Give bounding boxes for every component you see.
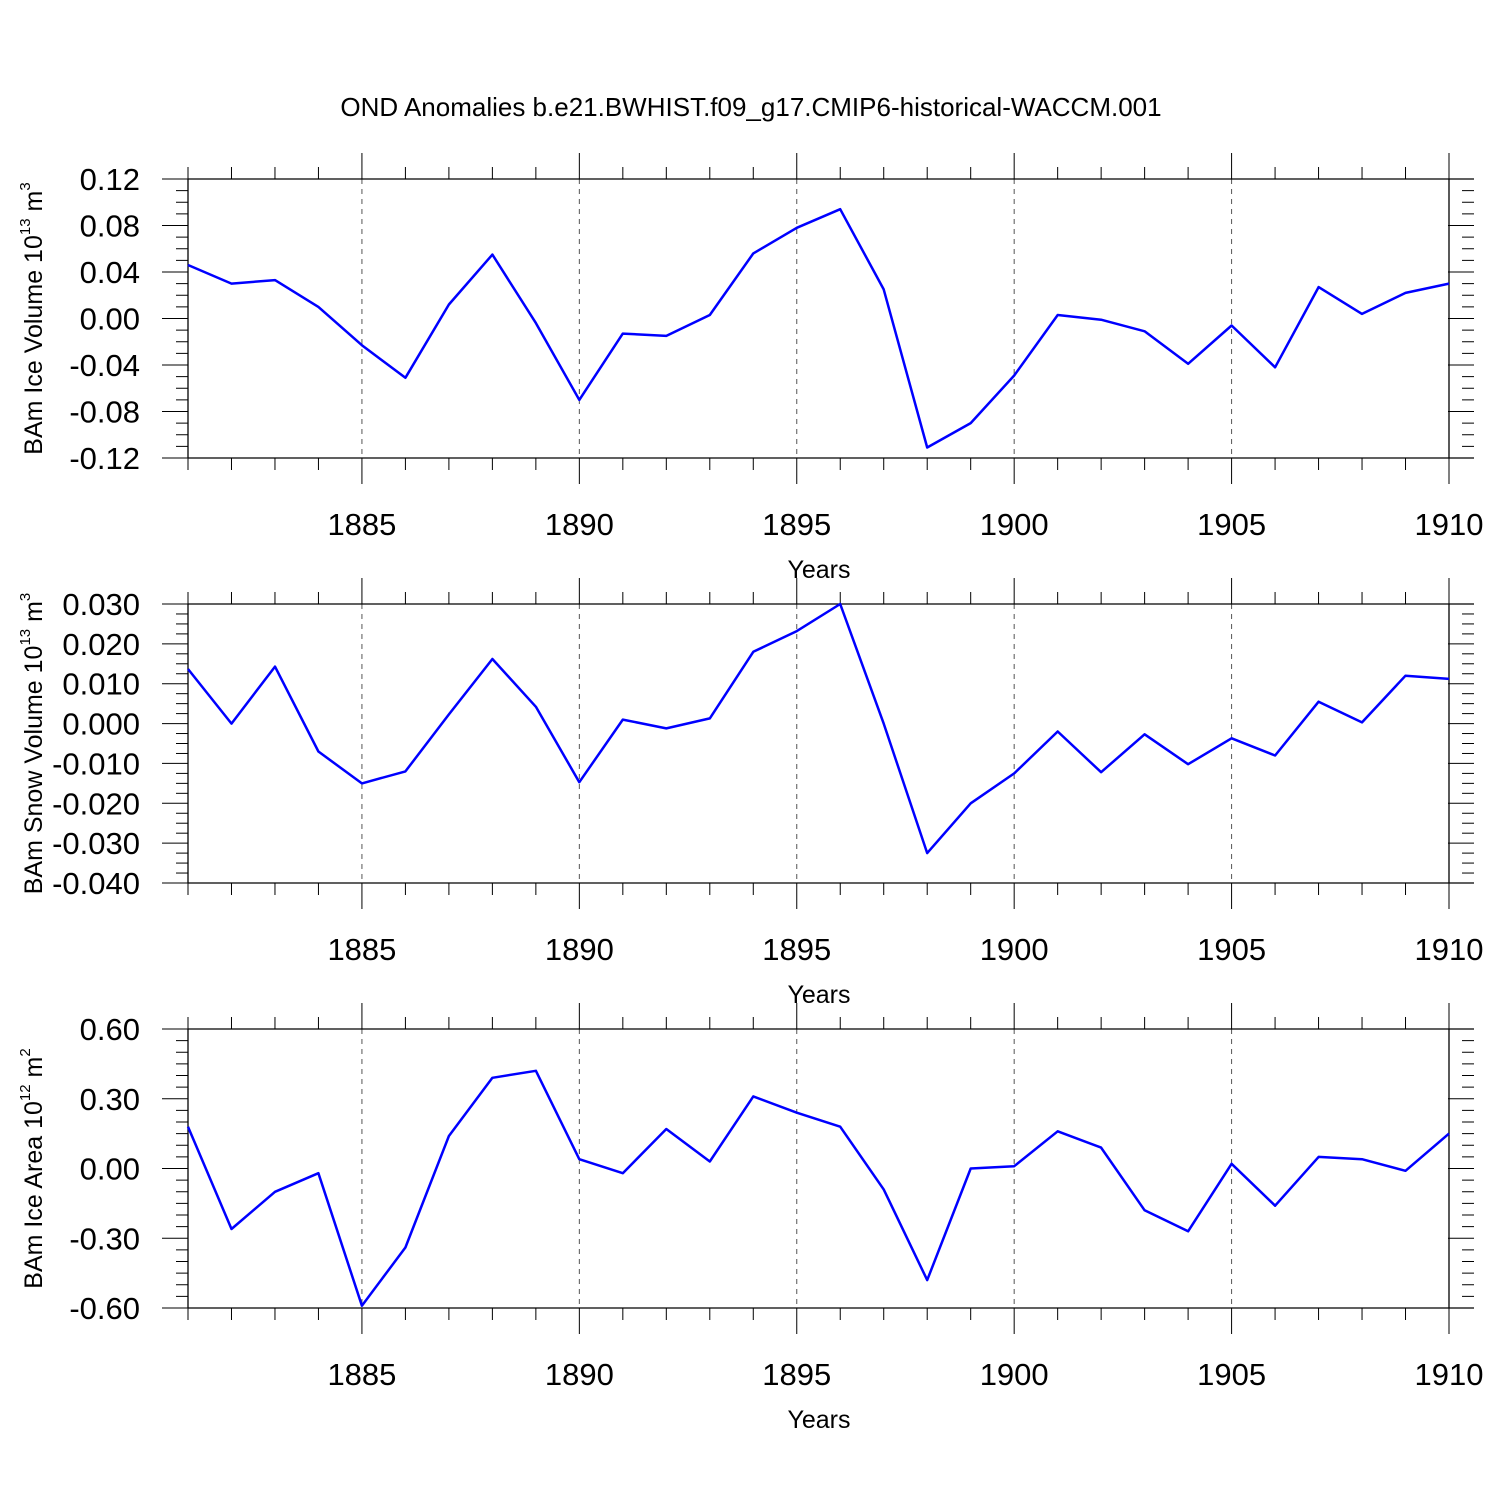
y-axis-title-superscript: 3 — [17, 182, 34, 190]
y-tick-label: 0.000 — [62, 707, 140, 742]
x-tick-label: 1895 — [762, 1357, 831, 1392]
y-axis-title-text: m — [20, 601, 48, 629]
y-tick-label: 0.60 — [80, 1012, 140, 1047]
y-axis-title: BAm Ice Area 1012 m2 — [17, 1048, 48, 1288]
x-axis-title: Years — [787, 556, 850, 584]
y-axis-title-superscript: 13 — [17, 218, 34, 235]
chart-panel-2: 1885 1890 1895 1900 1905 1910 0.030 0.020 0.010 0… — [17, 578, 1483, 1009]
series-line — [186, 1069, 1450, 1307]
y-axis-title-superscript: 12 — [17, 1084, 34, 1101]
y-tick-label: -0.60 — [69, 1291, 140, 1326]
x-tick-label: 1910 — [1415, 1357, 1484, 1392]
figure-title: OND Anomalies b.e21.BWHIST.f09_g17.CMIP6… — [340, 92, 1161, 122]
y-axis-title-superscript: 3 — [17, 593, 34, 601]
series-line — [187, 602, 1450, 855]
panels: 1885 1890 1895 1900 1905 1910 0.12 0.08 0.04 0.00… — [17, 153, 1483, 1434]
chart-panel-3: 1885 1890 1895 1900 1905 1910 0.60 0.30 0.00 -0.3… — [17, 1003, 1483, 1434]
y-axis-title-text: BAm Snow Volume 10 — [20, 646, 48, 895]
y-axis-title-superscript: 2 — [17, 1048, 34, 1056]
y-tick-label: 0.020 — [62, 627, 140, 662]
y-axis-title-text: m — [20, 191, 48, 219]
y-axis-title: BAm Snow Volume 1013 m3 — [17, 593, 48, 895]
y-tick-label: -0.08 — [69, 395, 140, 430]
y-axis-title-text: BAm Ice Volume 10 — [20, 235, 48, 455]
x-tick-label: 1905 — [1197, 507, 1266, 542]
y-tick-label: -0.12 — [69, 441, 140, 476]
x-tick-label: 1900 — [980, 1357, 1049, 1392]
y-tick-label: 0.030 — [62, 587, 140, 622]
y-tick-label: -0.040 — [52, 866, 140, 901]
x-tick-label: 1885 — [327, 1357, 396, 1392]
x-tick-label: 1910 — [1415, 932, 1484, 967]
series-line — [187, 207, 1450, 449]
y-axis-title-text: BAm Ice Area 10 — [20, 1101, 48, 1289]
y-axis-title-text: m — [20, 1057, 48, 1085]
x-tick-label: 1890 — [545, 507, 614, 542]
x-axis-title: Years — [787, 981, 850, 1009]
x-tick-label: 1900 — [980, 507, 1049, 542]
x-tick-label: 1910 — [1415, 507, 1484, 542]
y-tick-label: -0.020 — [52, 786, 140, 821]
y-tick-label: -0.010 — [52, 746, 140, 781]
y-tick-label: 0.12 — [80, 162, 140, 197]
x-tick-label: 1905 — [1197, 932, 1266, 967]
y-tick-label: 0.00 — [80, 302, 140, 337]
x-tick-label: 1895 — [762, 507, 831, 542]
y-tick-label: -0.30 — [69, 1221, 140, 1256]
y-tick-label: -0.030 — [52, 826, 140, 861]
y-tick-label: -0.04 — [69, 348, 140, 383]
x-tick-label: 1885 — [327, 932, 396, 967]
x-tick-label: 1895 — [762, 932, 831, 967]
x-tick-label: 1885 — [327, 507, 396, 542]
y-axis-title: BAm Ice Volume 1013 m3 — [17, 182, 48, 454]
x-tick-label: 1890 — [545, 1357, 614, 1392]
chart-panel-1: 1885 1890 1895 1900 1905 1910 0.12 0.08 0.04 0.00… — [17, 153, 1483, 584]
y-tick-label: 0.00 — [80, 1152, 140, 1187]
x-tick-label: 1905 — [1197, 1357, 1266, 1392]
x-tick-label: 1890 — [545, 932, 614, 967]
x-axis-title: Years — [787, 1406, 850, 1434]
y-axis-title-superscript: 13 — [17, 629, 34, 646]
y-tick-label: 0.010 — [62, 667, 140, 702]
y-tick-label: 0.08 — [80, 209, 140, 244]
y-tick-label: 0.04 — [80, 255, 140, 290]
y-tick-label: 0.30 — [80, 1082, 140, 1117]
x-tick-label: 1900 — [980, 932, 1049, 967]
